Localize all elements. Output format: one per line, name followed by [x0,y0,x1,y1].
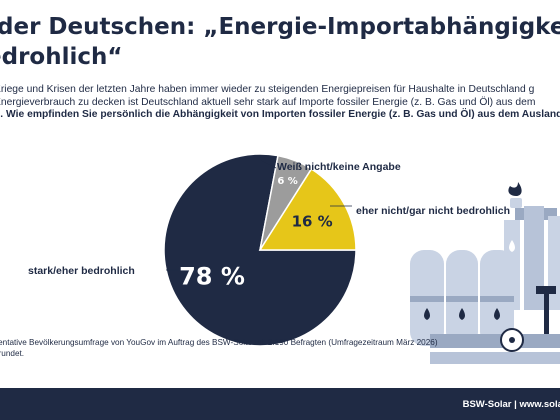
category-label-gray: Weiß nicht/keine Angabe [277,161,401,173]
gas-facility-illustration [410,182,560,364]
drop-icon [424,308,430,320]
leader-line-gray [259,159,277,169]
intro-line-1: Kriege und Krisen der letzten Jahre habe… [0,84,535,95]
footer-brand-text: BSW-Solar | www.solarw [462,399,560,410]
intro-text: Kriege und Krisen der letzten Jahre habe… [0,84,560,122]
title-line-2: edrohlich“ [0,44,123,70]
source-note: sentative Bevölkerungsumfrage von YouGov… [0,337,474,359]
pie-value-label-navy: 78 % [179,262,245,290]
source-line-1: sentative Bevölkerungsumfrage von YouGov… [0,338,438,347]
pipeline [430,286,560,364]
drop-icon [459,308,465,320]
drop-icon [509,240,515,252]
pie-slices [163,153,357,347]
gas-tanks [410,250,514,346]
pie-value-label-yellow: 16 % [292,213,333,231]
page-title: der Deutschen: „Energie-Importabhängigke… [0,12,560,72]
survey-question: n. Wie empfinden Sie persönlich die Abhä… [0,109,560,121]
category-label-yellow: eher nicht/gar nicht bedrohlich [356,205,510,217]
intro-line-2: Energieverbrauch zu decken ist Deutschla… [0,96,536,108]
category-label-navy: stark/eher bedrohlich [28,265,135,277]
pie-value-label-gray: 6 % [277,176,297,187]
plant-towers [504,182,560,310]
pie-value-labels: 78 % 16 % 6 % [179,176,333,291]
pie-slice-yellow [258,167,357,251]
pie-slice-navy [163,153,357,347]
drop-icon [494,308,500,320]
leader-lines [166,159,352,271]
source-line-2: erundet. [0,349,25,358]
title-line-1: der Deutschen: „Energie-Importabhängigke… [0,14,560,40]
footer-bar: BSW-Solar | www.solarw [0,388,560,420]
